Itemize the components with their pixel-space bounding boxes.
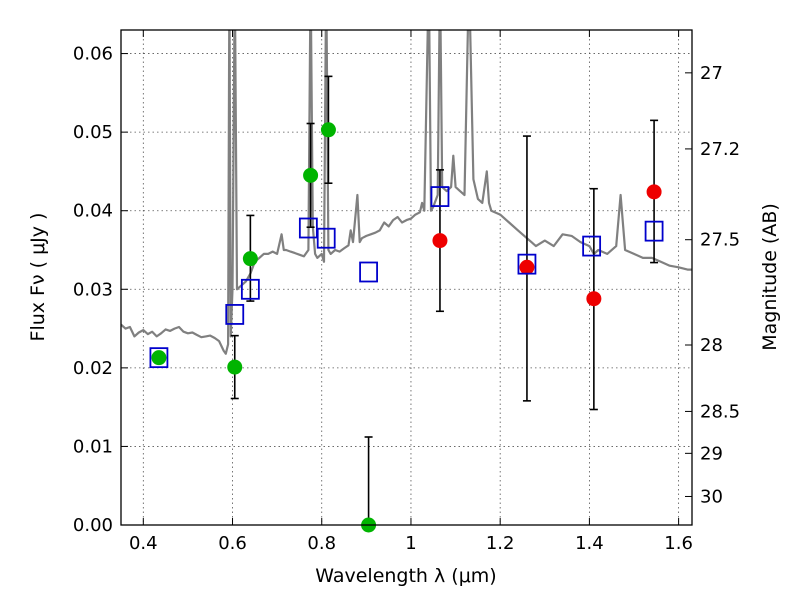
data-point-square bbox=[644, 220, 664, 242]
data-point-square bbox=[316, 227, 336, 249]
x-tick-label: 1.2 bbox=[486, 533, 515, 554]
data-point-circle bbox=[432, 233, 448, 249]
right-tick-label: 27.5 bbox=[700, 230, 740, 251]
y-tick-label: 0.03 bbox=[73, 279, 113, 300]
right-tick-label: 30 bbox=[700, 486, 723, 507]
spectrum-line bbox=[121, 30, 692, 355]
right-tick-label: 27 bbox=[700, 63, 723, 84]
y-tick-label: 0.06 bbox=[73, 44, 113, 65]
data-point-circle bbox=[303, 167, 319, 183]
y-tick-label: 0.02 bbox=[73, 358, 113, 379]
y-tick-label: 0.01 bbox=[73, 436, 113, 457]
data-point-square bbox=[149, 347, 169, 369]
data-point-square bbox=[240, 278, 260, 300]
data-point-circle bbox=[151, 350, 167, 366]
x-tick-label: 0.4 bbox=[129, 533, 158, 554]
y-tick-label: 0.05 bbox=[73, 122, 113, 143]
right-tick-label: 29 bbox=[700, 443, 723, 464]
right-axis-label: Magnitude (AB) bbox=[759, 203, 781, 351]
data-point-square bbox=[517, 253, 537, 275]
right-tick-label: 28.5 bbox=[700, 401, 740, 422]
plot-frame bbox=[120, 29, 693, 526]
ticks bbox=[121, 30, 692, 526]
right-tick-label: 27.2 bbox=[700, 139, 740, 160]
data-layer bbox=[121, 30, 692, 355]
data-point-square bbox=[225, 304, 245, 325]
y-axis-label: Flux Fν ( μJy ) bbox=[27, 213, 49, 342]
x-axis-label: Wavelength λ (μm) bbox=[315, 565, 496, 587]
data-point-circle bbox=[242, 251, 258, 267]
data-point-square bbox=[430, 186, 450, 207]
x-tick-label: 1.6 bbox=[664, 533, 693, 554]
data-point-circle bbox=[519, 259, 535, 275]
marker-layer bbox=[149, 75, 664, 533]
x-tick-label: 0.8 bbox=[307, 533, 336, 554]
tick-labels: 0.4 0.6 0.8 1 1.2 1.4 1.6 0.00 0.01 0.02 0.03 0.04 0… bbox=[73, 44, 740, 554]
data-point-circle bbox=[586, 291, 602, 307]
data-point-square bbox=[359, 261, 378, 283]
plot-area bbox=[121, 30, 692, 525]
x-tick-label: 1.4 bbox=[575, 533, 604, 554]
data-point-circle bbox=[320, 122, 336, 138]
x-tick-label: 0.6 bbox=[218, 533, 247, 554]
right-tick-label: 28 bbox=[700, 335, 723, 356]
data-point-square bbox=[582, 235, 602, 257]
data-point-circle bbox=[227, 359, 243, 375]
y-tick-label: 0.04 bbox=[73, 201, 113, 222]
x-tick-label: 1 bbox=[405, 533, 416, 554]
y-tick-label: 0.00 bbox=[73, 515, 113, 536]
data-point-circle bbox=[646, 184, 662, 200]
